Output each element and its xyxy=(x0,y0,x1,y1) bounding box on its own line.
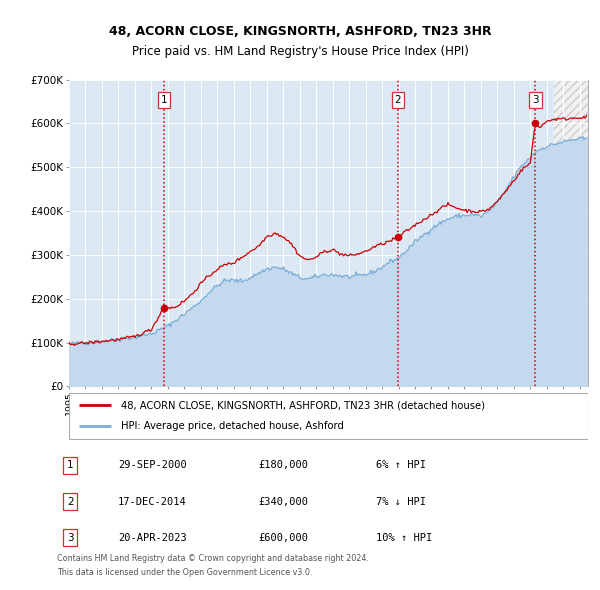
Text: 1: 1 xyxy=(160,94,167,104)
Bar xyxy=(554,80,588,386)
Text: 6% ↑ HPI: 6% ↑ HPI xyxy=(376,460,425,470)
Text: HPI: Average price, detached house, Ashford: HPI: Average price, detached house, Ashf… xyxy=(121,421,344,431)
Text: Contains HM Land Registry data © Crown copyright and database right 2024.: Contains HM Land Registry data © Crown c… xyxy=(57,555,369,563)
Text: 17-DEC-2014: 17-DEC-2014 xyxy=(118,497,187,507)
Text: £600,000: £600,000 xyxy=(259,533,309,543)
Text: £340,000: £340,000 xyxy=(259,497,309,507)
Text: 1: 1 xyxy=(67,460,74,470)
Text: 7% ↓ HPI: 7% ↓ HPI xyxy=(376,497,425,507)
Text: This data is licensed under the Open Government Licence v3.0.: This data is licensed under the Open Gov… xyxy=(57,568,313,577)
Text: 2: 2 xyxy=(67,497,74,507)
Text: 48, ACORN CLOSE, KINGSNORTH, ASHFORD, TN23 3HR: 48, ACORN CLOSE, KINGSNORTH, ASHFORD, TN… xyxy=(109,25,491,38)
Text: £180,000: £180,000 xyxy=(259,460,309,470)
Text: 3: 3 xyxy=(67,533,74,543)
FancyBboxPatch shape xyxy=(69,394,588,438)
Text: 20-APR-2023: 20-APR-2023 xyxy=(118,533,187,543)
Text: 2: 2 xyxy=(395,94,401,104)
Text: 10% ↑ HPI: 10% ↑ HPI xyxy=(376,533,432,543)
Text: 29-SEP-2000: 29-SEP-2000 xyxy=(118,460,187,470)
Text: 48, ACORN CLOSE, KINGSNORTH, ASHFORD, TN23 3HR (detached house): 48, ACORN CLOSE, KINGSNORTH, ASHFORD, TN… xyxy=(121,400,485,410)
Text: 3: 3 xyxy=(532,94,539,104)
Bar xyxy=(554,80,588,386)
Text: Price paid vs. HM Land Registry's House Price Index (HPI): Price paid vs. HM Land Registry's House … xyxy=(131,45,469,58)
